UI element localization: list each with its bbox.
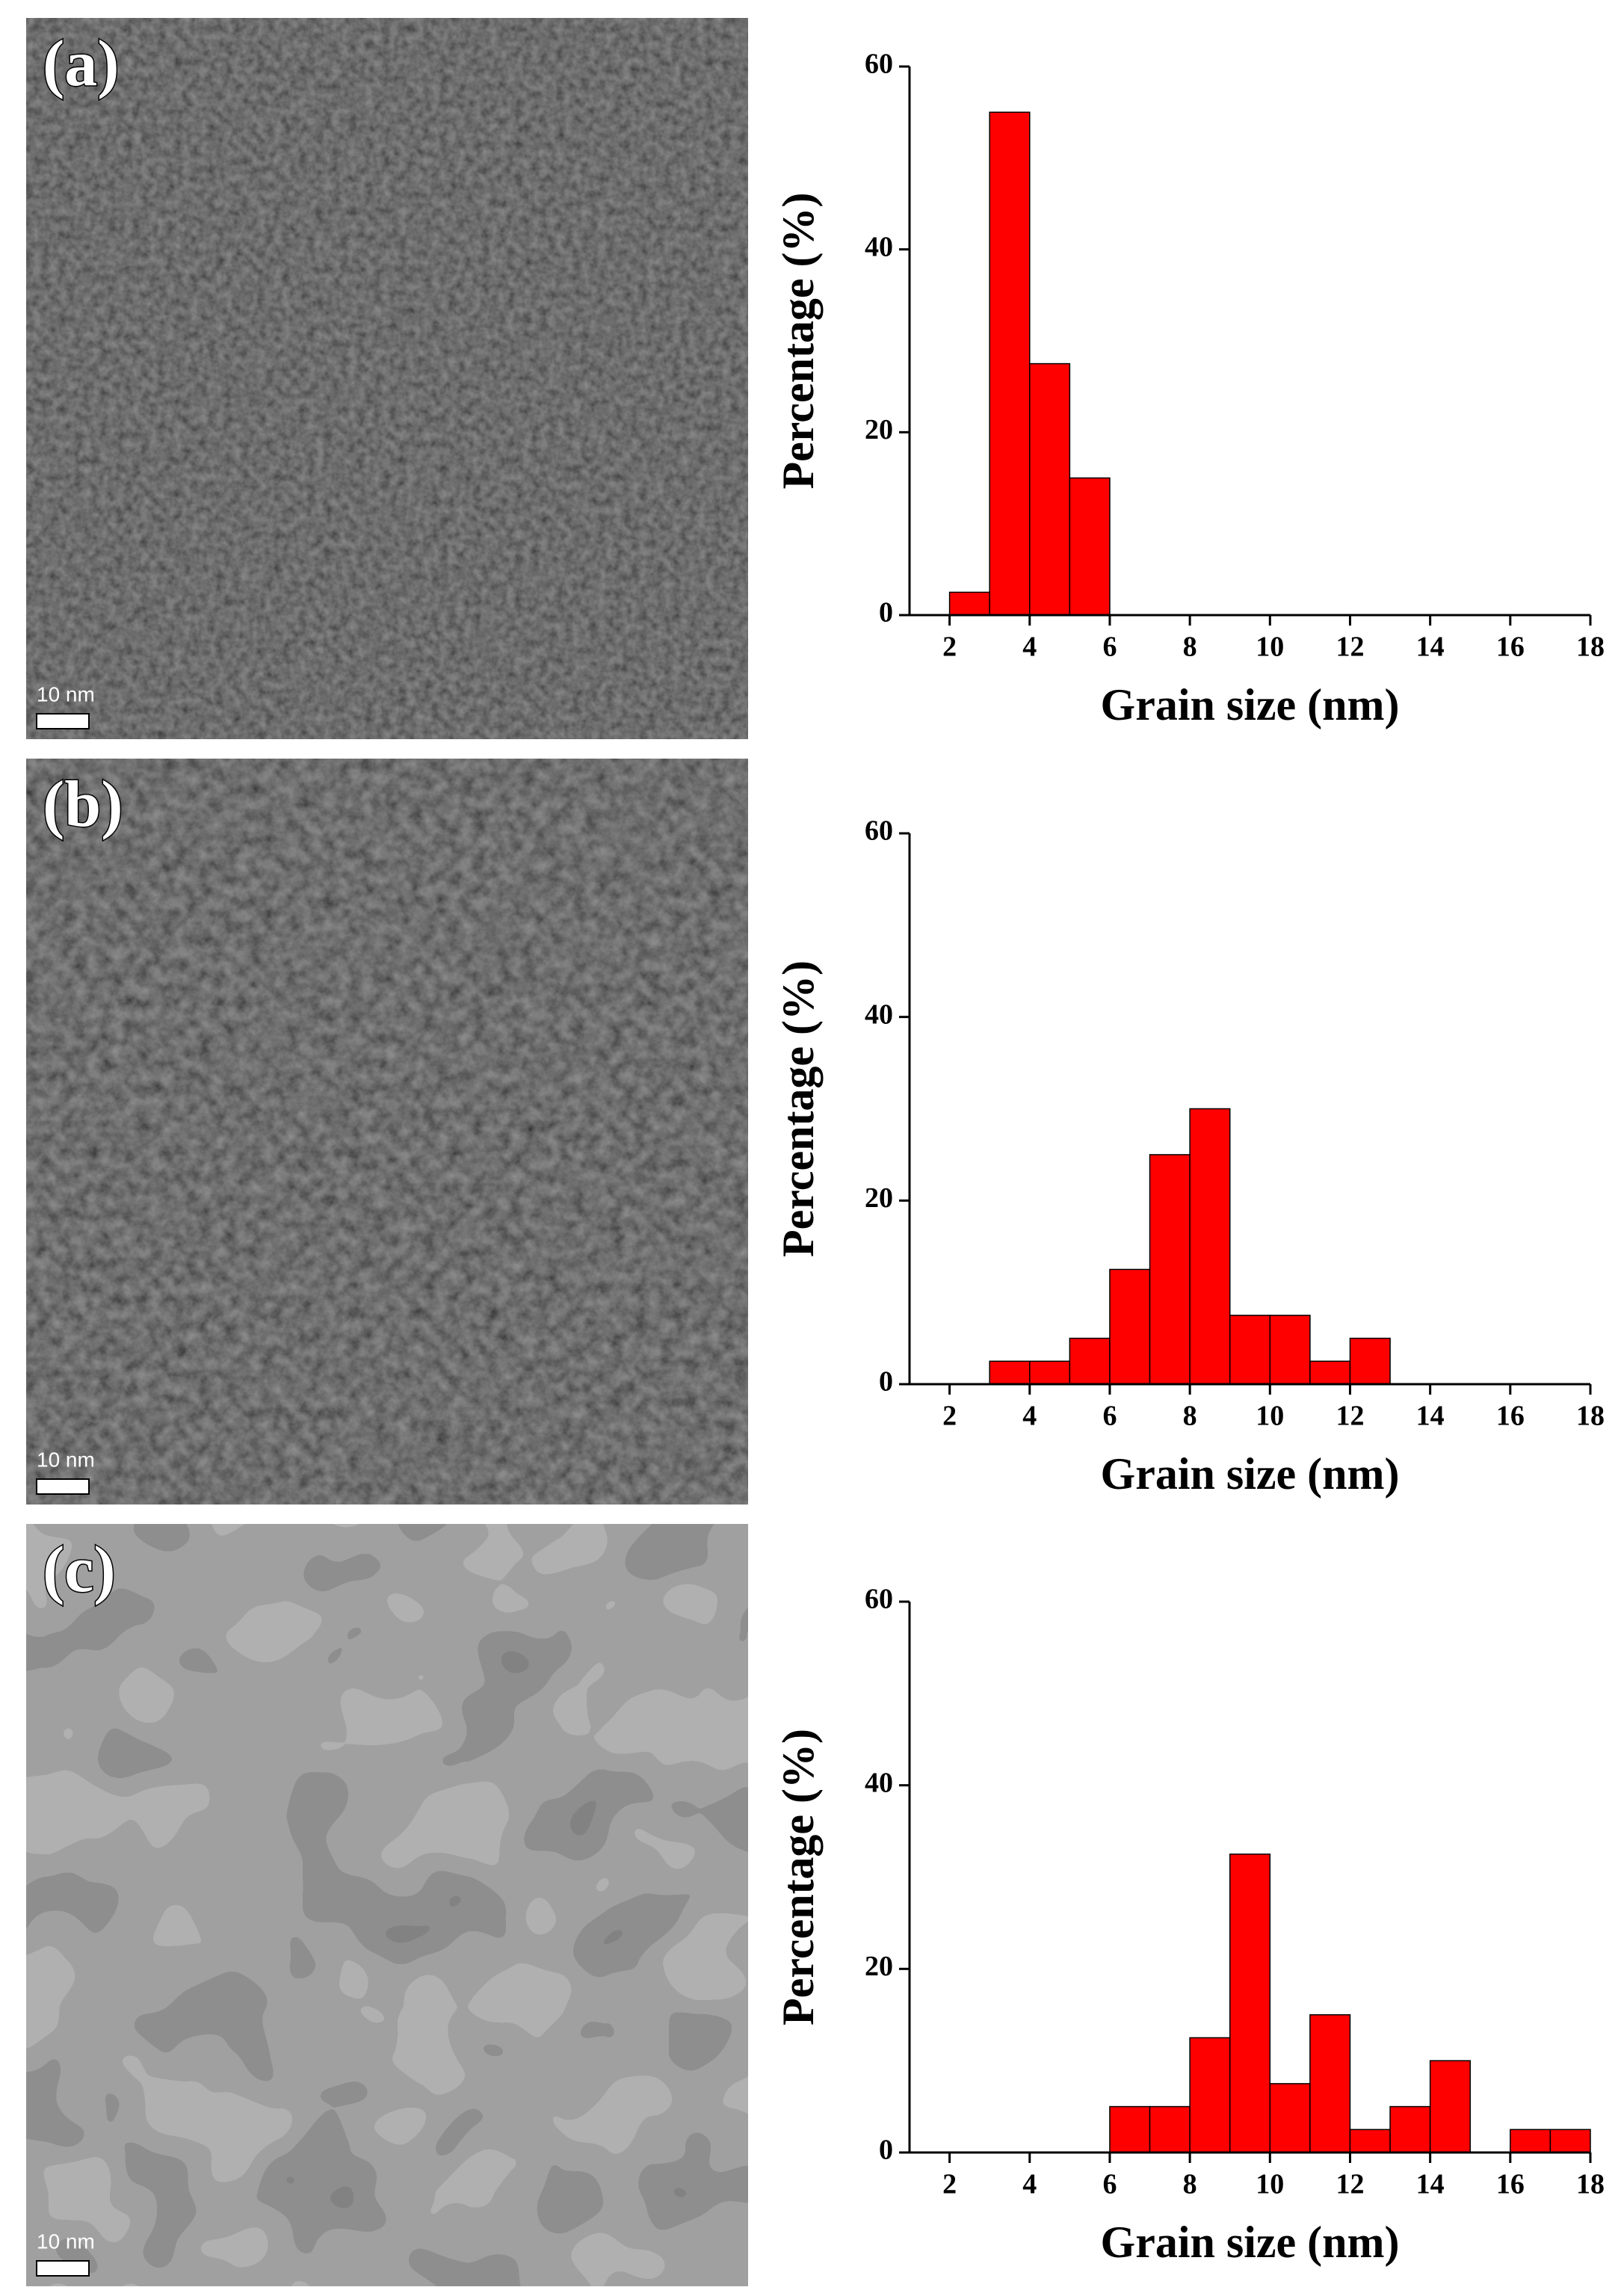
x-tick-label: 16 xyxy=(1496,632,1525,663)
bar xyxy=(1389,2105,1431,2153)
bar xyxy=(1109,2105,1151,2153)
x-axis-title: Grain size (nm) xyxy=(1101,1449,1400,1499)
bar xyxy=(1069,477,1111,616)
panel-label: (c) xyxy=(43,1534,116,1606)
bar xyxy=(1109,1268,1151,1385)
y-axis-title: Percentage (%) xyxy=(774,1729,823,2025)
bar xyxy=(1349,1337,1391,1385)
x-tick-label: 6 xyxy=(1102,1401,1117,1432)
bar xyxy=(1069,1337,1111,1385)
micrograph xyxy=(26,1524,748,2286)
x-tick-label: 10 xyxy=(1256,1401,1284,1432)
y-tick-label: 40 xyxy=(865,231,893,262)
y-tick-label: 0 xyxy=(879,1366,893,1398)
scale-bar-label: 10 nm xyxy=(37,682,95,706)
x-tick-label: 2 xyxy=(942,632,957,663)
x-tick-label: 16 xyxy=(1496,2169,1525,2200)
y-tick-label: 0 xyxy=(879,2135,893,2166)
bar xyxy=(1149,2105,1191,2153)
x-tick-label: 8 xyxy=(1183,632,1197,663)
x-tick-label: 16 xyxy=(1496,1401,1525,1432)
x-tick-label: 2 xyxy=(942,1401,957,1432)
y-tick-label: 60 xyxy=(865,815,893,847)
x-tick-label: 4 xyxy=(1022,632,1037,663)
bar xyxy=(1549,2129,1591,2153)
y-axis-title: Percentage (%) xyxy=(774,192,823,489)
bar xyxy=(1229,1854,1271,2153)
y-tick-label: 60 xyxy=(865,1584,893,1615)
x-tick-label: 14 xyxy=(1416,2169,1445,2200)
scale-bar-label: 10 nm xyxy=(37,1448,95,1471)
y-tick-label: 40 xyxy=(865,1767,893,1798)
x-tick-label: 14 xyxy=(1416,1401,1445,1432)
bar xyxy=(1349,2129,1391,2153)
x-tick-label: 10 xyxy=(1256,632,1284,663)
scale-bar xyxy=(36,1478,90,1495)
x-tick-label: 4 xyxy=(1022,1401,1037,1432)
x-tick-label: 14 xyxy=(1416,632,1445,663)
x-tick-label: 18 xyxy=(1576,1401,1605,1432)
panel-label: (b) xyxy=(43,768,123,841)
bar xyxy=(1189,2037,1231,2153)
x-tick-label: 6 xyxy=(1102,632,1117,663)
bar xyxy=(1510,2129,1551,2153)
micrograph xyxy=(26,18,748,739)
x-tick-label: 12 xyxy=(1336,2169,1364,2200)
bar xyxy=(1029,362,1071,616)
scale-bar xyxy=(36,713,90,729)
bar xyxy=(1429,2060,1471,2153)
x-tick-label: 12 xyxy=(1336,632,1364,663)
bar xyxy=(1149,1154,1191,1385)
y-tick-label: 60 xyxy=(865,49,893,80)
bar xyxy=(1029,1360,1071,1385)
x-tick-label: 18 xyxy=(1576,2169,1605,2200)
x-tick-label: 8 xyxy=(1183,1401,1197,1432)
x-tick-label: 18 xyxy=(1576,632,1605,663)
panel-label: (a) xyxy=(43,28,120,100)
x-tick-label: 12 xyxy=(1336,1401,1364,1432)
x-axis-title: Grain size (nm) xyxy=(1101,680,1400,729)
bar xyxy=(989,111,1031,616)
bar xyxy=(1269,2083,1311,2153)
micrograph xyxy=(26,759,748,1505)
bar xyxy=(1269,1315,1311,1385)
bar xyxy=(1189,1108,1231,1385)
x-tick-label: 2 xyxy=(942,2169,957,2200)
scale-bar xyxy=(36,2260,90,2277)
y-tick-label: 20 xyxy=(865,414,893,445)
x-tick-label: 8 xyxy=(1183,2169,1197,2200)
y-tick-label: 40 xyxy=(865,999,893,1030)
bar xyxy=(948,591,990,616)
y-tick-label: 0 xyxy=(879,597,893,629)
bar xyxy=(1229,1315,1271,1385)
bar xyxy=(1309,2014,1351,2153)
x-tick-label: 10 xyxy=(1256,2169,1284,2200)
y-axis-title: Percentage (%) xyxy=(774,960,823,1257)
x-axis-title: Grain size (nm) xyxy=(1101,2218,1400,2267)
x-tick-label: 6 xyxy=(1102,2169,1117,2200)
y-tick-label: 20 xyxy=(865,1951,893,1982)
bar xyxy=(1309,1360,1351,1385)
scale-bar-label: 10 nm xyxy=(37,2229,95,2253)
y-tick-label: 20 xyxy=(865,1182,893,1214)
x-tick-label: 4 xyxy=(1022,2169,1037,2200)
bar xyxy=(989,1360,1031,1385)
